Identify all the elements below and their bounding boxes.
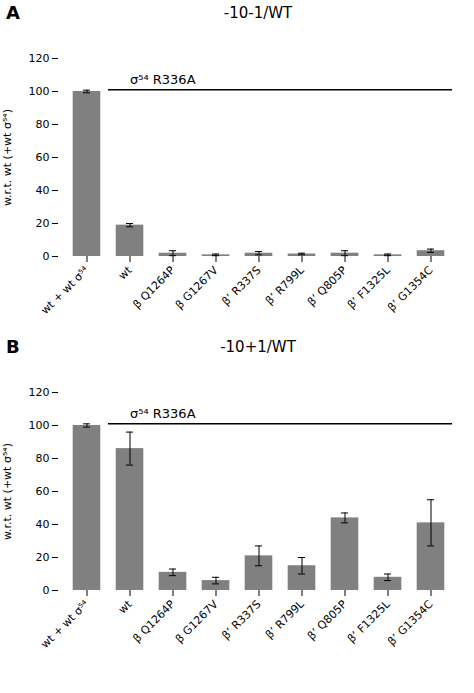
svg-text:w.r.t. wt (+wt σ⁵⁴): w.r.t. wt (+wt σ⁵⁴) (1, 109, 14, 206)
svg-text:β G1267V: β G1267V (173, 263, 221, 311)
svg-text:β Q1264P: β Q1264P (130, 597, 177, 644)
svg-text:β’ F1325L: β’ F1325L (344, 263, 393, 312)
html-text:-10+1/WT: -10+1/WT (220, 338, 296, 356)
svg-text:β’ G1354C: β’ G1354C (385, 598, 436, 649)
svg-text:w.r.t. wt (+wt σ⁵⁴): w.r.t. wt (+wt σ⁵⁴) (1, 443, 14, 540)
svg-text:0: 0 (43, 584, 50, 597)
svg-text:60: 60 (36, 485, 50, 498)
svg-text:β G1267V: β G1267V (173, 597, 221, 645)
svg-text:wt: wt (116, 597, 135, 616)
svg-text:σ⁵⁴ R336A: σ⁵⁴ R336A (130, 406, 196, 421)
svg-text:100: 100 (29, 419, 50, 432)
svg-text:σ⁵⁴ R336A: σ⁵⁴ R336A (130, 72, 196, 87)
svg-text:β’ Q805P: β’ Q805P (305, 263, 350, 308)
svg-text:20: 20 (36, 551, 50, 564)
svg-text:80: 80 (36, 118, 50, 131)
svg-text:β’ Q805P: β’ Q805P (305, 597, 350, 642)
svg-text:120: 120 (29, 386, 50, 399)
svg-text:100: 100 (29, 85, 50, 98)
svg-text:β Q1264P: β Q1264P (130, 263, 177, 310)
svg-text:β’ F1325L: β’ F1325L (344, 597, 393, 646)
svg-text:wt + wt σ⁵⁴: wt + wt σ⁵⁴ (38, 263, 92, 317)
svg-text:β’ R799L: β’ R799L (263, 263, 307, 307)
html-text:A: A (6, 2, 20, 23)
svg-text:20: 20 (36, 217, 50, 230)
svg-text:80: 80 (36, 452, 50, 465)
svg-text:β’ R337S: β’ R337S (219, 264, 263, 308)
svg-text:β’ R799L: β’ R799L (263, 597, 307, 641)
svg-text:wt: wt (116, 263, 135, 282)
svg-text:0: 0 (43, 250, 50, 263)
svg-text:40: 40 (36, 184, 50, 197)
svg-text:β’ G1354C: β’ G1354C (385, 264, 436, 315)
svg-text:60: 60 (36, 151, 50, 164)
svg-text:40: 40 (36, 518, 50, 531)
svg-text:β’ R337S: β’ R337S (219, 598, 263, 642)
svg-text:120: 120 (29, 52, 50, 65)
html-text:B: B (6, 336, 20, 357)
svg-text:wt + wt σ⁵⁴: wt + wt σ⁵⁴ (38, 597, 92, 651)
html-text:-10-1/WT: -10-1/WT (223, 4, 293, 22)
